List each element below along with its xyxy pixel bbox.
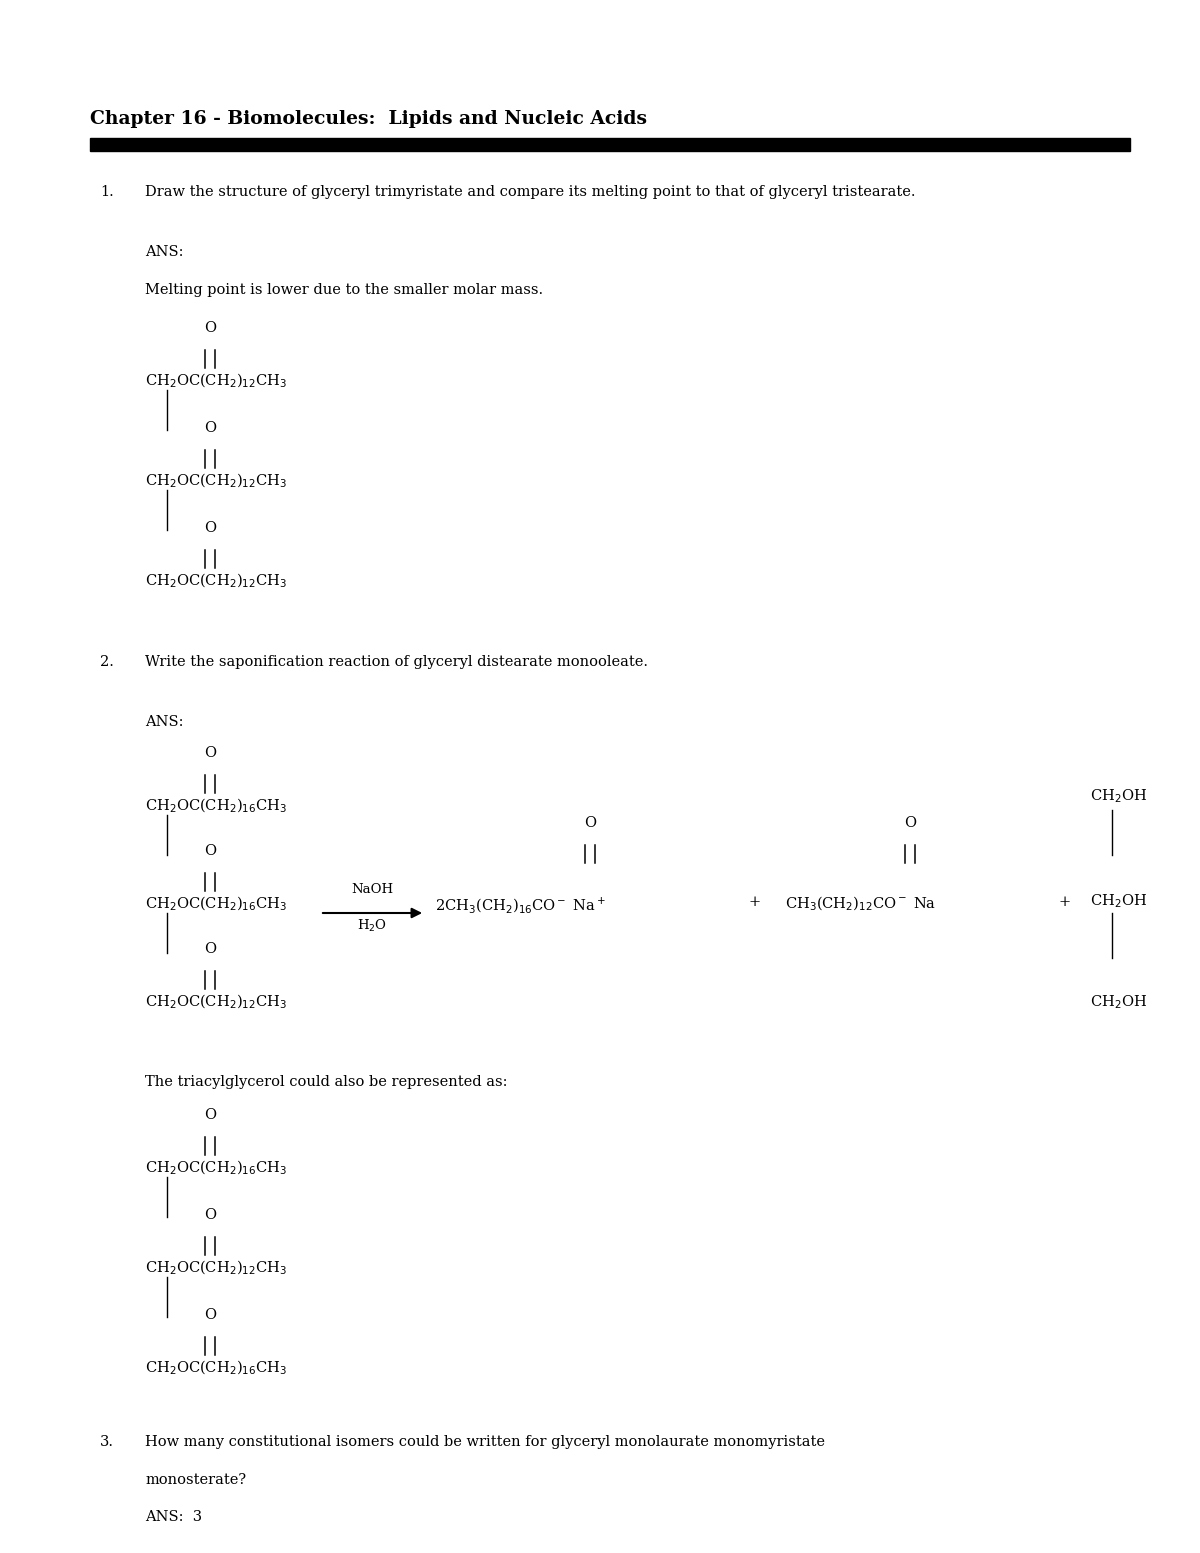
Text: O: O [584, 815, 596, 829]
Text: O: O [204, 943, 216, 957]
Text: O: O [204, 520, 216, 534]
Text: Chapter 16 - Biomolecules:  Lipids and Nucleic Acids: Chapter 16 - Biomolecules: Lipids and Nu… [90, 110, 647, 127]
Text: +: + [1058, 895, 1072, 909]
Text: CH$_2$OH: CH$_2$OH [1090, 891, 1147, 910]
Text: O: O [204, 843, 216, 857]
Text: O: O [204, 421, 216, 435]
Text: The triacylglycerol could also be represented as:: The triacylglycerol could also be repres… [145, 1075, 508, 1089]
Text: monosterate?: monosterate? [145, 1472, 246, 1488]
Text: ANS:  3: ANS: 3 [145, 1510, 202, 1523]
Text: O: O [204, 1107, 216, 1121]
Text: CH$_2$OC(CH$_2$)$_{12}$CH$_3$: CH$_2$OC(CH$_2$)$_{12}$CH$_3$ [145, 992, 287, 1011]
Text: CH$_2$OC(CH$_2$)$_{16}$CH$_3$: CH$_2$OC(CH$_2$)$_{16}$CH$_3$ [145, 797, 287, 815]
Text: CH$_2$OC(CH$_2$)$_{12}$CH$_3$: CH$_2$OC(CH$_2$)$_{12}$CH$_3$ [145, 1259, 287, 1278]
Text: ANS:: ANS: [145, 714, 184, 728]
Text: CH$_3$(CH$_2$)$_{12}$CO$^-$ Na: CH$_3$(CH$_2$)$_{12}$CO$^-$ Na [785, 895, 936, 913]
Text: +: + [749, 895, 761, 909]
Text: CH$_2$OH: CH$_2$OH [1090, 992, 1147, 1011]
Text: NaOH: NaOH [350, 884, 394, 896]
Text: CH$_2$OC(CH$_2$)$_{12}$CH$_3$: CH$_2$OC(CH$_2$)$_{12}$CH$_3$ [145, 572, 287, 590]
Text: 1.: 1. [100, 185, 114, 199]
Text: 2.: 2. [100, 655, 114, 669]
Bar [90, 138, 1130, 151]
Text: How many constitutional isomers could be written for glyceryl monolaurate monomy: How many constitutional isomers could be… [145, 1435, 826, 1449]
Text: CH$_2$OC(CH$_2$)$_{16}$CH$_3$: CH$_2$OC(CH$_2$)$_{16}$CH$_3$ [145, 1159, 287, 1177]
Text: CH$_2$OC(CH$_2$)$_{12}$CH$_3$: CH$_2$OC(CH$_2$)$_{12}$CH$_3$ [145, 472, 287, 491]
Text: O: O [204, 1208, 216, 1222]
Text: O: O [904, 815, 916, 829]
Text: O: O [204, 745, 216, 759]
Text: O: O [204, 321, 216, 335]
Text: 3.: 3. [100, 1435, 114, 1449]
Text: ANS:: ANS: [145, 245, 184, 259]
Text: Melting point is lower due to the smaller molar mass.: Melting point is lower due to the smalle… [145, 283, 544, 297]
Text: CH$_2$OC(CH$_2$)$_{16}$CH$_3$: CH$_2$OC(CH$_2$)$_{16}$CH$_3$ [145, 1359, 287, 1378]
Text: H$_2$O: H$_2$O [356, 918, 388, 933]
Text: CH$_2$OC(CH$_2$)$_{16}$CH$_3$: CH$_2$OC(CH$_2$)$_{16}$CH$_3$ [145, 895, 287, 913]
Text: Draw the structure of glyceryl trimyristate and compare its melting point to tha: Draw the structure of glyceryl trimyrist… [145, 185, 916, 199]
Text: Write the saponification reaction of glyceryl distearate monooleate.: Write the saponification reaction of gly… [145, 655, 648, 669]
Text: O: O [204, 1308, 216, 1322]
Text: CH$_2$OC(CH$_2$)$_{12}$CH$_3$: CH$_2$OC(CH$_2$)$_{12}$CH$_3$ [145, 373, 287, 390]
Text: CH$_2$OH: CH$_2$OH [1090, 787, 1147, 804]
Text: 2CH$_3$(CH$_2$)$_{16}$CO$^-$ Na$^+$: 2CH$_3$(CH$_2$)$_{16}$CO$^-$ Na$^+$ [434, 895, 606, 915]
